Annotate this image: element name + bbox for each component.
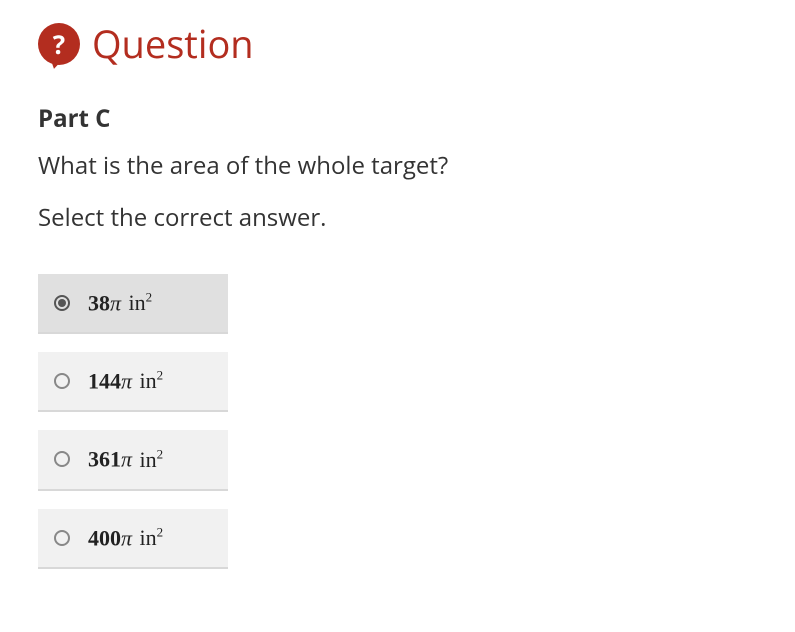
option-3[interactable]: 400π in2 bbox=[38, 509, 228, 569]
unit-exponent: 2 bbox=[146, 290, 153, 305]
pi-symbol: π bbox=[110, 290, 121, 315]
header-title: Question bbox=[92, 18, 254, 70]
radio-button[interactable] bbox=[54, 530, 70, 546]
option-label: 144π in2 bbox=[88, 368, 163, 394]
option-unit: in2 bbox=[134, 447, 163, 472]
radio-button[interactable] bbox=[54, 295, 70, 311]
question-mark-icon: ? bbox=[38, 23, 80, 65]
radio-button[interactable] bbox=[54, 373, 70, 389]
option-1[interactable]: 144π in2 bbox=[38, 352, 228, 412]
option-unit: in2 bbox=[134, 368, 163, 393]
unit-base: in bbox=[134, 447, 157, 472]
option-coefficient: 361 bbox=[88, 447, 121, 472]
question-mark-glyph: ? bbox=[53, 26, 65, 62]
option-label: 361π in2 bbox=[88, 446, 163, 472]
instruction-text: Select the correct answer. bbox=[38, 201, 757, 234]
radio-dot bbox=[58, 299, 66, 307]
radio-button[interactable] bbox=[54, 451, 70, 467]
question-header: ? Question bbox=[38, 18, 757, 70]
pi-symbol: π bbox=[121, 368, 132, 393]
question-text: What is the area of the whole target? bbox=[38, 149, 757, 183]
pi-symbol: π bbox=[121, 525, 132, 550]
unit-exponent: 2 bbox=[157, 525, 164, 540]
option-coefficient: 400 bbox=[88, 525, 121, 550]
options-list: 38π in2144π in2361π in2400π in2 bbox=[38, 274, 228, 569]
pi-symbol: π bbox=[121, 447, 132, 472]
unit-base: in bbox=[123, 290, 146, 315]
option-label: 400π in2 bbox=[88, 525, 163, 551]
option-0[interactable]: 38π in2 bbox=[38, 274, 228, 334]
option-label: 38π in2 bbox=[88, 290, 152, 316]
option-coefficient: 38 bbox=[88, 290, 110, 315]
unit-base: in bbox=[134, 368, 157, 393]
option-unit: in2 bbox=[134, 525, 163, 550]
option-unit: in2 bbox=[123, 290, 152, 315]
unit-exponent: 2 bbox=[157, 368, 164, 383]
option-coefficient: 144 bbox=[88, 368, 121, 393]
unit-exponent: 2 bbox=[157, 446, 164, 461]
unit-base: in bbox=[134, 525, 157, 550]
option-2[interactable]: 361π in2 bbox=[38, 430, 228, 490]
part-label: Part C bbox=[38, 102, 757, 135]
